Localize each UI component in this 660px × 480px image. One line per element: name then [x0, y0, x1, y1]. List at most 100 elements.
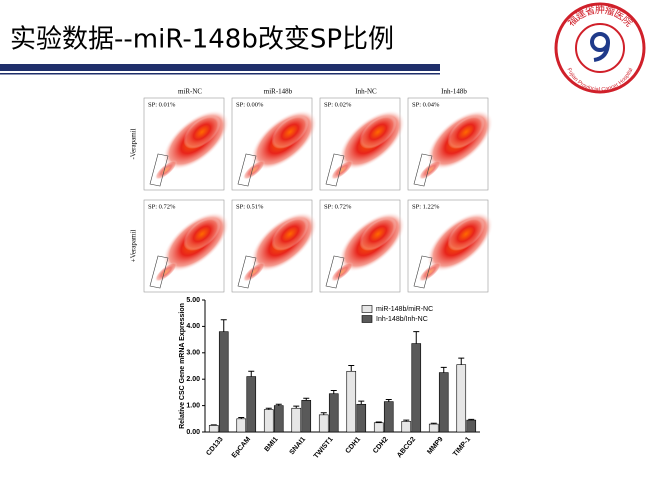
y-tick-label: 0.00: [186, 429, 200, 436]
sp-value: SP: 1.22%: [412, 203, 440, 210]
cell-cloud-core: [183, 115, 221, 149]
error-bar: [303, 397, 310, 401]
error-bar: [330, 390, 337, 394]
bar: [328, 393, 339, 433]
x-tick-label: ABCG2: [396, 436, 417, 459]
bar: [236, 418, 247, 433]
flow-plot: SP: 0.04%: [407, 97, 494, 191]
cell-cloud-core: [359, 115, 397, 149]
error-bar: [413, 331, 420, 344]
cell-tail: [242, 262, 266, 282]
sp-gate: [237, 255, 257, 289]
x-tick-label: TIMP-1: [452, 436, 472, 458]
cell-cloud-core: [447, 217, 485, 251]
flow-plot: SP: 0.00%: [231, 97, 318, 191]
error-bar: [430, 422, 437, 425]
error-bar: [385, 399, 392, 402]
flow-plot: SP: 0.02%: [319, 97, 406, 191]
legend-swatch: [361, 315, 373, 323]
flow-plot: SP: 0.72%: [143, 199, 230, 293]
y-axis-label: Relative CSC Gene mRNA Expression: [179, 303, 186, 429]
sp-gate: [413, 153, 433, 187]
sp-value: SP: 0.51%: [236, 203, 264, 210]
y-tick-label: 5.00: [186, 297, 200, 304]
cell-cloud-core: [183, 217, 221, 251]
bar: [346, 370, 357, 433]
error-bar: [458, 357, 465, 365]
x-tick-label: EpCAM: [231, 436, 252, 460]
bar: [273, 405, 284, 433]
cell-tail: [154, 160, 178, 180]
bar: [456, 364, 467, 433]
sp-value: SP: 0.01%: [148, 101, 176, 108]
flow-panels: miR-NC miR-148b Inh-NC Inh-148b -Verapamil SP…: [130, 88, 494, 293]
x-tick-label: CD133: [205, 436, 224, 457]
bar: [208, 425, 219, 433]
row-label: +Verapamil: [130, 230, 138, 263]
error-bar: [238, 416, 245, 419]
legend-swatch: [361, 305, 373, 313]
cell-tail: [242, 160, 266, 180]
cell-cloud-core: [359, 217, 397, 251]
y-tick-label: 2.00: [186, 376, 200, 383]
title-bar: [0, 64, 440, 71]
error-bar: [440, 366, 447, 373]
bar: [401, 421, 412, 433]
slide-title: 实验数据--miR-148b改变SP比例: [10, 25, 394, 55]
cell-cloud-core: [271, 217, 309, 251]
cell-tail: [154, 262, 178, 282]
error-bar: [375, 421, 382, 423]
cell-tail: [418, 160, 442, 180]
sp-gate: [325, 255, 345, 289]
column-header: miR-NC: [178, 88, 202, 96]
bar: [291, 407, 302, 433]
bar: [428, 423, 439, 433]
x-tick-label: BMI1: [264, 436, 280, 453]
y-tick-label: 1.00: [186, 402, 200, 409]
bar: [383, 401, 394, 433]
sp-value: SP: 0.72%: [324, 203, 352, 210]
bar: [356, 403, 367, 433]
x-tick-label: CDH2: [372, 436, 390, 455]
bar: [466, 419, 477, 433]
bar: [301, 400, 312, 433]
row-label: -Verapamil: [130, 128, 138, 159]
flow-plot: SP: 0.01%: [143, 97, 230, 191]
title-rule: [0, 73, 440, 75]
error-bar: [248, 370, 255, 377]
cell-tail: [330, 262, 354, 282]
sp-gate: [325, 153, 345, 187]
x-tick-label: SNAI1: [289, 436, 308, 456]
cell-tail: [418, 262, 442, 282]
error-bar: [320, 412, 327, 415]
cell-tail: [330, 160, 354, 180]
flow-plot: SP: 1.22%: [407, 199, 494, 293]
sp-value: SP: 0.02%: [324, 101, 352, 108]
error-bar: [220, 319, 227, 332]
bar: [411, 343, 422, 433]
bar: [263, 409, 274, 433]
sp-gate: [413, 255, 433, 289]
sp-value: SP: 0.00%: [236, 101, 264, 108]
error-bar: [265, 407, 272, 410]
x-tick-label: CDH1: [345, 436, 363, 455]
cell-cloud-core: [271, 115, 309, 149]
error-bar: [275, 403, 282, 406]
y-tick-label: 4.00: [186, 323, 200, 330]
flow-plot: SP: 0.51%: [231, 199, 318, 293]
sp-value: SP: 0.72%: [148, 203, 176, 210]
legend-label: miR-148b/miR-NC: [376, 306, 433, 313]
error-bar: [293, 405, 300, 409]
error-bar: [348, 364, 355, 372]
sp-gate: [149, 153, 169, 187]
sp-gate: [149, 255, 169, 289]
bar: [318, 414, 329, 433]
legend-label: Inh-148b/Inh-NC: [376, 316, 428, 323]
logo: 福建省肿瘤医院 Fujian Provincial Cancer Hospita…: [554, 2, 646, 94]
sp-gate: [237, 153, 257, 187]
cell-cloud-core: [447, 115, 485, 149]
bar: [218, 331, 229, 433]
column-header: miR-148b: [264, 88, 293, 96]
